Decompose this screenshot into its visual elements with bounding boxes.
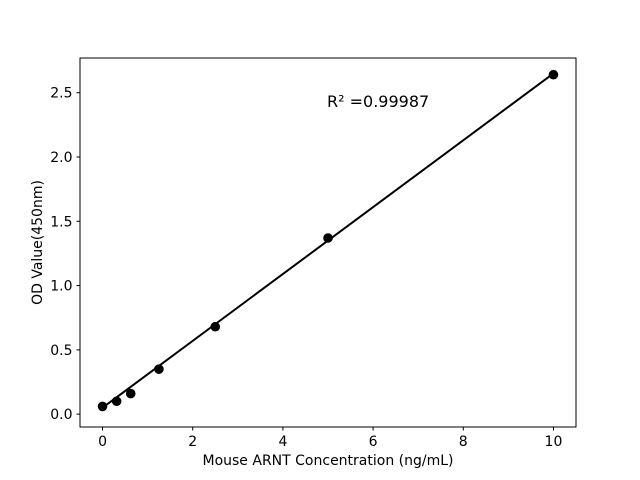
data-point bbox=[154, 364, 164, 374]
x-tick-label: 6 bbox=[369, 434, 378, 450]
data-point bbox=[210, 321, 221, 332]
y-tick-label: 1.0 bbox=[50, 279, 72, 295]
y-tick-label: 0.0 bbox=[50, 407, 72, 423]
x-tick-label: 2 bbox=[188, 434, 197, 450]
data-point bbox=[125, 388, 136, 399]
r-squared-annotation: R² =0.99987 bbox=[327, 92, 429, 111]
y-axis-label: OD Value(450nm) bbox=[30, 180, 46, 305]
y-tick-label: 2.0 bbox=[50, 150, 72, 166]
data-point bbox=[548, 69, 559, 80]
x-tick-label: 10 bbox=[545, 434, 563, 450]
data-point bbox=[97, 401, 108, 412]
x-tick-label: 0 bbox=[98, 434, 107, 450]
x-tick-label: 8 bbox=[459, 434, 468, 450]
plot-area-border bbox=[79, 57, 577, 428]
y-tick-label: 0.5 bbox=[50, 343, 72, 359]
x-tick-label: 4 bbox=[278, 434, 287, 450]
y-tick-label: 2.5 bbox=[50, 86, 72, 102]
x-axis-label: Mouse ARNT Concentration (ng/mL) bbox=[203, 453, 454, 469]
data-point bbox=[111, 396, 122, 407]
data-point bbox=[323, 233, 333, 243]
y-tick-label: 1.5 bbox=[50, 214, 72, 230]
